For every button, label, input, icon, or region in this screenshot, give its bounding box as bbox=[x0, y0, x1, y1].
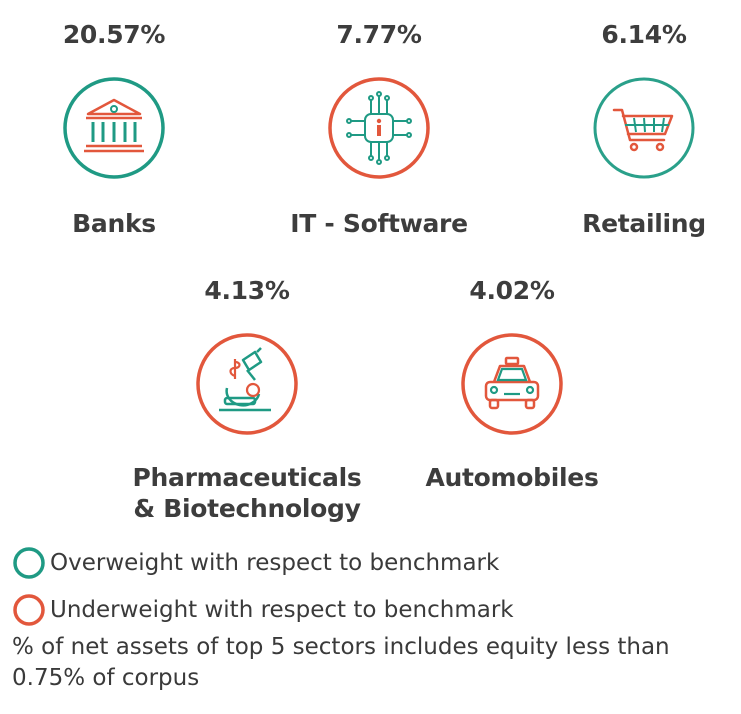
bank-icon bbox=[62, 76, 166, 180]
sector-name: IT - Software bbox=[290, 209, 468, 238]
sector-name: Banks bbox=[72, 209, 156, 238]
sector-retailing: 6.14% Retailing bbox=[524, 20, 741, 239]
sector-percentage: 4.02% bbox=[469, 276, 555, 305]
sector-percentage: 4.13% bbox=[204, 276, 290, 305]
sector-name: Automobiles bbox=[425, 463, 599, 492]
sector-pharmaceuticals-biotechnology: 4.13% Pharmaceuticals & Biotechnology bbox=[127, 276, 367, 524]
microscope-icon bbox=[195, 332, 299, 436]
shopping-cart-icon bbox=[592, 76, 696, 180]
footnote: % of net assets of top 5 sectors include… bbox=[12, 634, 670, 691]
legend-overweight-label: Overweight with respect to benchmark bbox=[50, 550, 500, 576]
sector-name-line-1: Pharmaceuticals bbox=[132, 463, 362, 492]
sector-banks: 20.57% Banks bbox=[0, 20, 234, 239]
legend-overweight: Overweight with respect to benchmark bbox=[12, 546, 732, 580]
legend: Overweight with respect to benchmark Und… bbox=[12, 546, 732, 627]
sector-percentage: 20.57% bbox=[62, 20, 166, 49]
underweight-circle-icon bbox=[12, 593, 46, 627]
legend-underweight: Underweight with respect to benchmark bbox=[12, 593, 732, 627]
sector-automobiles: 4.02% Automobiles bbox=[392, 276, 632, 493]
sector-name: Retailing bbox=[582, 209, 706, 238]
sector-it-software: 7.77% IT - Software bbox=[259, 20, 499, 239]
legend-underweight-label: Underweight with respect to benchmark bbox=[50, 597, 514, 623]
circuit-chip-icon bbox=[327, 76, 431, 180]
sector-percentage: 6.14% bbox=[601, 20, 687, 49]
car-icon bbox=[460, 332, 564, 436]
sector-name-line-2: & Biotechnology bbox=[133, 494, 361, 523]
sector-percentage: 7.77% bbox=[336, 20, 422, 49]
overweight-circle-icon bbox=[12, 546, 46, 580]
